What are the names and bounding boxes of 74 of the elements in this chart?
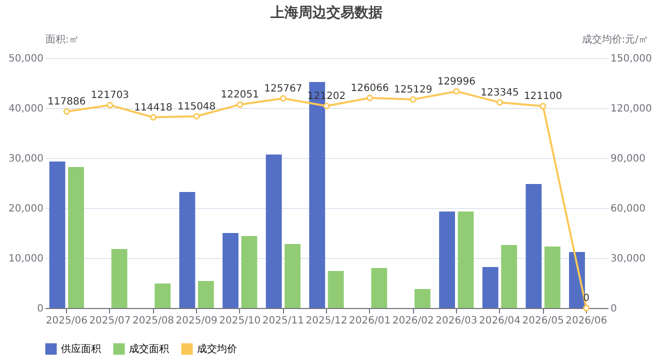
x-tick-label: 2025/06 — [46, 316, 88, 326]
point — [496, 99, 503, 106]
point — [453, 88, 460, 95]
x-tick-label: 2026/06 — [566, 316, 608, 326]
bar — [49, 162, 66, 308]
x-tick-label: 2025/12 — [306, 316, 348, 326]
x-tick-label: 2026/02 — [392, 316, 434, 326]
y2-tick-label: 90,000 — [610, 154, 646, 164]
data-label: 114418 — [134, 102, 172, 114]
legend-label: 成交面积 — [129, 343, 169, 355]
x-tick-label: 2025/09 — [176, 316, 218, 326]
bar — [241, 236, 258, 308]
y-tick-label: 50,000 — [8, 54, 44, 64]
point — [193, 113, 200, 120]
point — [540, 102, 546, 110]
y2-tick-label: 120,000 — [610, 104, 652, 114]
bar — [266, 154, 282, 308]
x-tick-label: 2025/07 — [89, 316, 131, 326]
y-tick-label: 20,000 — [8, 204, 44, 214]
bar — [482, 267, 498, 308]
y2-tick-label: 60,000 — [610, 204, 646, 214]
x-tick-label: 2025/08 — [132, 316, 174, 326]
chart-title: 上海周边交易数据 — [270, 4, 382, 21]
data-label: 122051 — [220, 90, 259, 101]
y-tick-label: 40,000 — [8, 104, 44, 114]
data-label: 117886 — [48, 96, 86, 108]
bar — [68, 167, 84, 308]
point — [583, 304, 590, 312]
point — [323, 102, 330, 110]
data-label: 129996 — [437, 76, 476, 88]
data-label: 121100 — [524, 91, 562, 102]
bar — [414, 289, 430, 308]
y2-tick-label: 0 — [610, 304, 617, 314]
point — [366, 94, 374, 102]
point — [106, 102, 114, 108]
bar — [544, 246, 560, 308]
point — [236, 101, 244, 108]
point — [280, 95, 286, 102]
data-label: 123345 — [480, 87, 519, 98]
y2-axis-title: 成交均价:元/㎡ — [582, 34, 648, 46]
bar — [111, 249, 128, 308]
bar — [371, 268, 388, 308]
y-tick-label: 0 — [37, 304, 44, 314]
y-tick-label: 10,000 — [8, 254, 44, 264]
data-label: 121703 — [90, 90, 130, 102]
x-tick-label: 2026/05 — [522, 316, 564, 326]
y2-tick-label: 30,000 — [610, 254, 646, 264]
bar — [154, 284, 171, 308]
bar — [439, 212, 456, 308]
x-tick-label: 2026/01 — [349, 316, 391, 326]
x-tick-label: 2026/04 — [478, 316, 521, 326]
bar — [198, 281, 214, 308]
y-tick-label: 30,000 — [8, 154, 44, 164]
bar — [284, 244, 301, 308]
point — [63, 108, 70, 115]
data-label: 126066 — [350, 82, 389, 94]
point — [150, 114, 157, 121]
data-label: 115048 — [177, 101, 216, 112]
x-tick-label: 2025/11 — [262, 316, 304, 326]
bar — [526, 184, 542, 308]
legend-label: 成交均价 — [197, 343, 237, 355]
x-tick-label: 2025/10 — [219, 316, 261, 326]
bar — [501, 245, 518, 308]
y-axis-title: 面积:㎡ — [46, 34, 79, 46]
point — [410, 96, 416, 103]
bar — [222, 233, 238, 308]
bar — [328, 271, 344, 308]
y2-tick-label: 150,000 — [610, 54, 652, 64]
data-label: 125129 — [394, 84, 432, 96]
bar — [179, 192, 196, 308]
bar — [458, 212, 474, 308]
data-label: 125767 — [264, 83, 302, 94]
x-tick-label: 2026/03 — [436, 316, 478, 326]
legend-label: 供应面积 — [61, 343, 101, 355]
